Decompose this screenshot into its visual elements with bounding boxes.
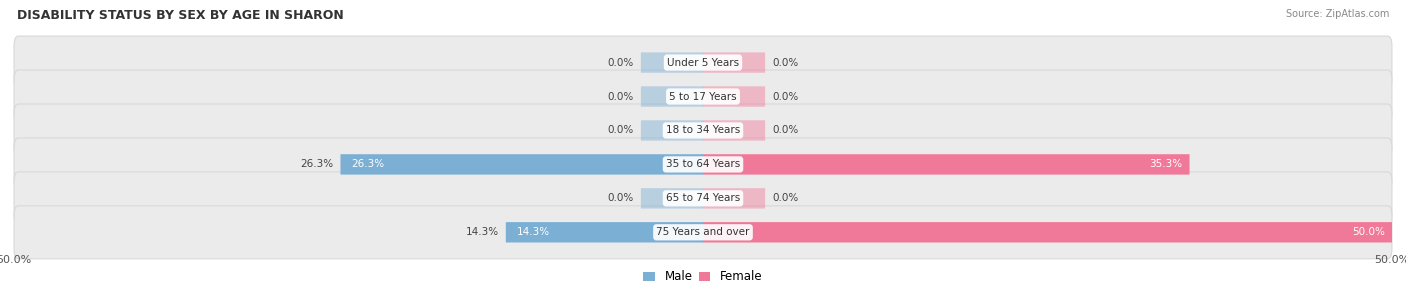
FancyBboxPatch shape — [641, 52, 703, 73]
FancyBboxPatch shape — [641, 120, 703, 141]
FancyBboxPatch shape — [14, 206, 1392, 259]
Legend: Male, Female: Male, Female — [638, 266, 768, 288]
Text: 0.0%: 0.0% — [607, 126, 634, 136]
FancyBboxPatch shape — [506, 222, 703, 243]
FancyBboxPatch shape — [703, 154, 1189, 174]
Text: 0.0%: 0.0% — [772, 126, 799, 136]
Text: 0.0%: 0.0% — [772, 92, 799, 102]
FancyBboxPatch shape — [641, 188, 703, 209]
FancyBboxPatch shape — [703, 120, 765, 141]
Text: 65 to 74 Years: 65 to 74 Years — [666, 193, 740, 203]
FancyBboxPatch shape — [14, 172, 1392, 225]
FancyBboxPatch shape — [14, 138, 1392, 191]
Text: 0.0%: 0.0% — [607, 92, 634, 102]
FancyBboxPatch shape — [703, 188, 765, 209]
Text: 14.3%: 14.3% — [517, 227, 550, 237]
Text: 35 to 64 Years: 35 to 64 Years — [666, 159, 740, 169]
Text: Under 5 Years: Under 5 Years — [666, 57, 740, 67]
FancyBboxPatch shape — [14, 36, 1392, 89]
Text: 50.0%: 50.0% — [1353, 227, 1385, 237]
Text: 75 Years and over: 75 Years and over — [657, 227, 749, 237]
Text: 26.3%: 26.3% — [301, 159, 333, 169]
FancyBboxPatch shape — [703, 86, 765, 107]
Text: 35.3%: 35.3% — [1149, 159, 1182, 169]
Text: 26.3%: 26.3% — [352, 159, 385, 169]
FancyBboxPatch shape — [703, 222, 1392, 243]
FancyBboxPatch shape — [703, 52, 765, 73]
Text: 5 to 17 Years: 5 to 17 Years — [669, 92, 737, 102]
Text: 0.0%: 0.0% — [772, 193, 799, 203]
Text: Source: ZipAtlas.com: Source: ZipAtlas.com — [1285, 9, 1389, 19]
Text: DISABILITY STATUS BY SEX BY AGE IN SHARON: DISABILITY STATUS BY SEX BY AGE IN SHARO… — [17, 9, 343, 22]
FancyBboxPatch shape — [14, 104, 1392, 157]
Text: 0.0%: 0.0% — [607, 57, 634, 67]
FancyBboxPatch shape — [14, 70, 1392, 123]
FancyBboxPatch shape — [340, 154, 703, 174]
Text: 0.0%: 0.0% — [772, 57, 799, 67]
Text: 14.3%: 14.3% — [465, 227, 499, 237]
Text: 0.0%: 0.0% — [607, 193, 634, 203]
Text: 18 to 34 Years: 18 to 34 Years — [666, 126, 740, 136]
FancyBboxPatch shape — [641, 86, 703, 107]
